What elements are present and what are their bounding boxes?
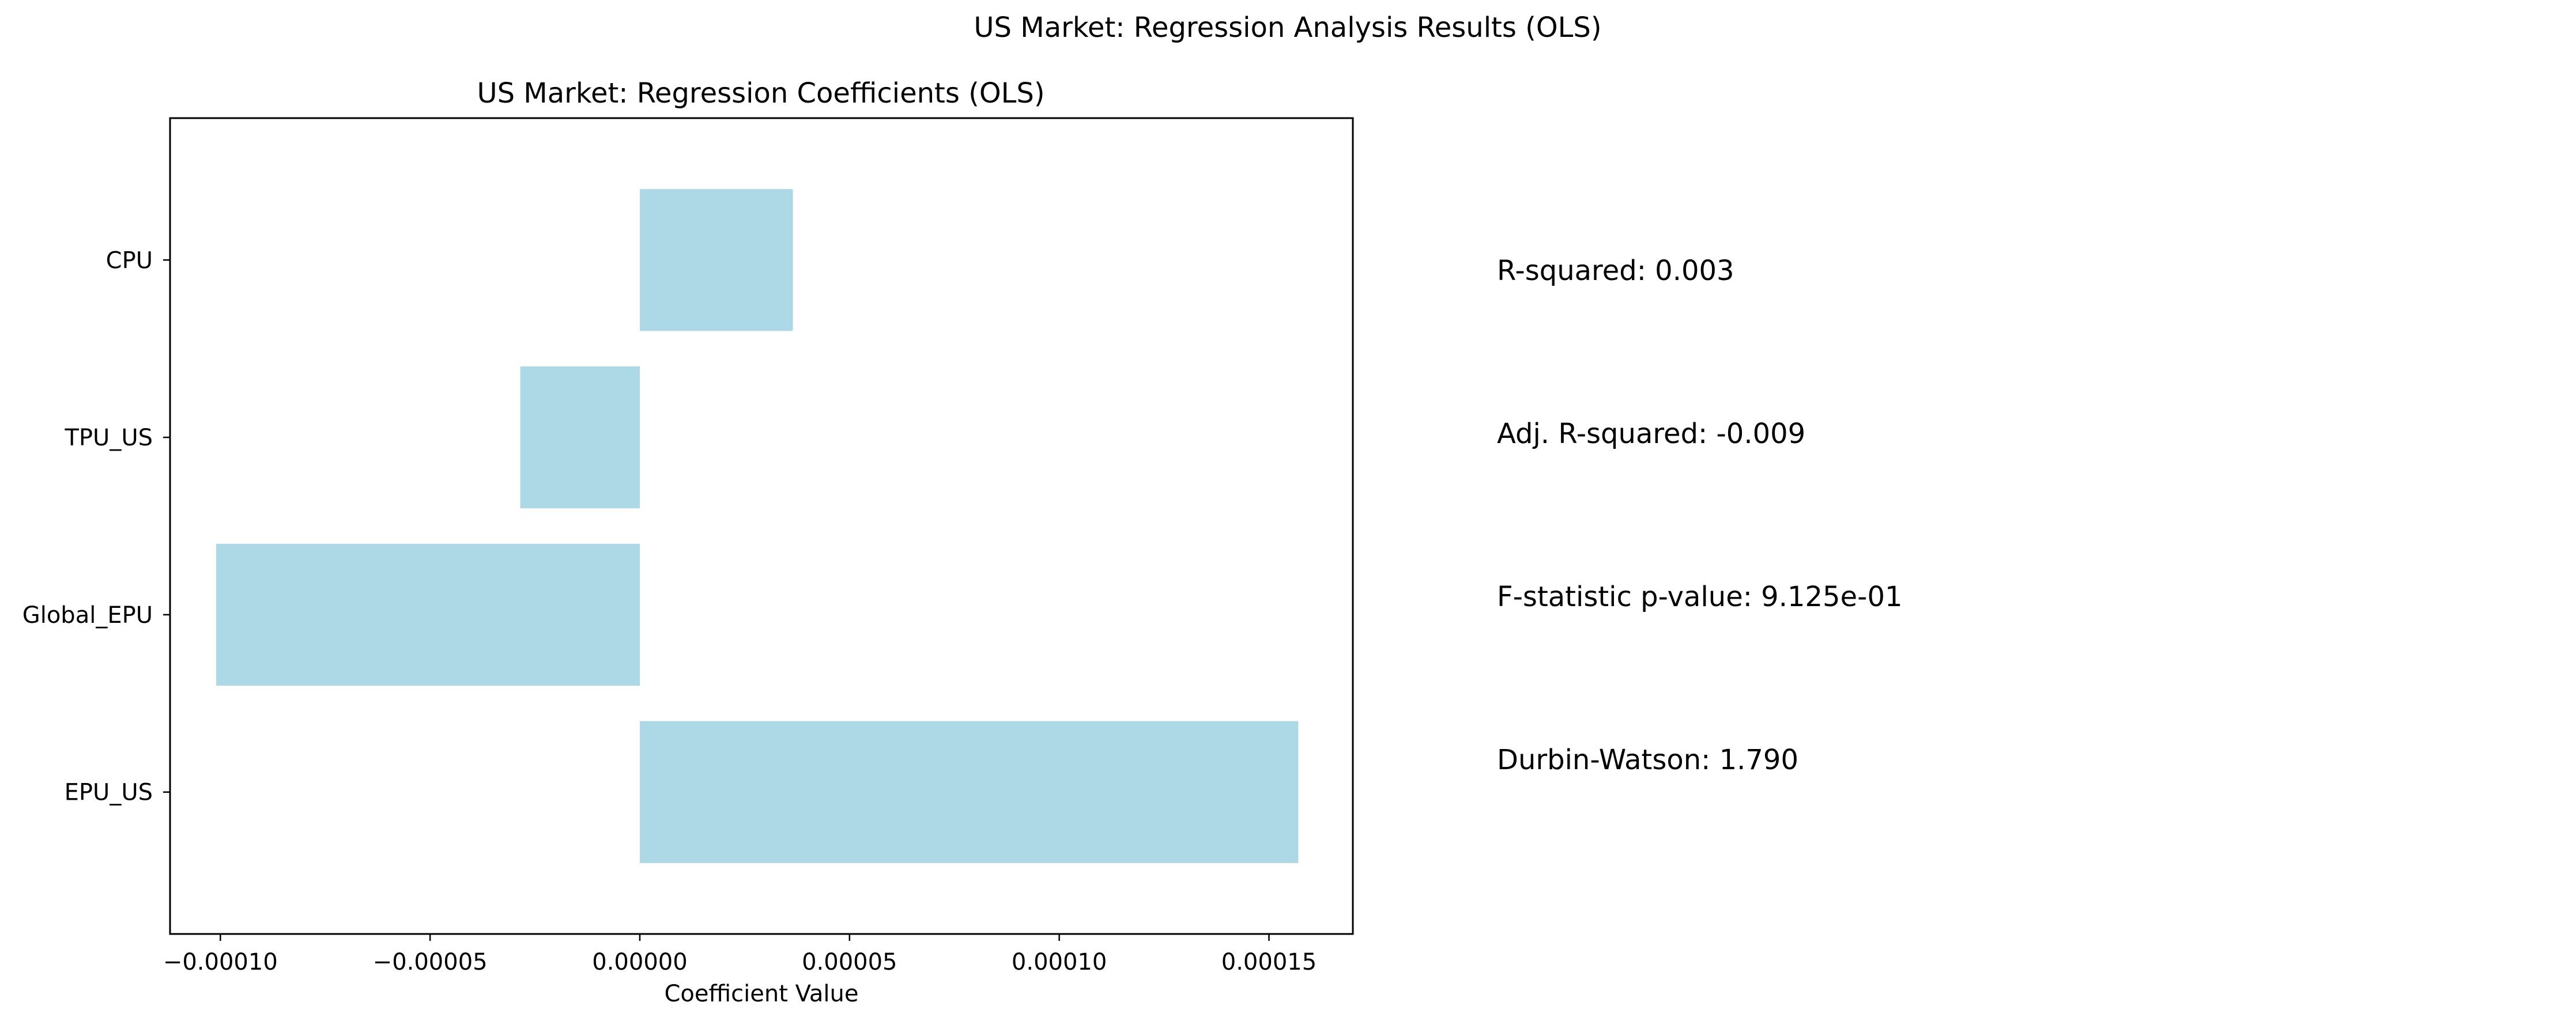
- y-tick-label: Global_EPU: [22, 602, 153, 629]
- y-tick-label: TPU_US: [65, 425, 153, 451]
- x-tick-label: 0.00005: [802, 949, 897, 975]
- stat-adj-r-squared: Adj. R-squared: -0.009: [1497, 418, 1805, 450]
- stat-f-pvalue: F-statistic p-value: 9.125e-01: [1497, 581, 1903, 613]
- bar-group: [216, 189, 1299, 863]
- y-tick-label: EPU_US: [65, 780, 153, 806]
- x-axis-ticks: −0.00010 −0.00005 0.00000 0.00005 0.00010 0.0…: [163, 934, 1317, 975]
- y-tick-label: CPU: [106, 247, 153, 274]
- stat-r-squared: R-squared: 0.003: [1497, 255, 1734, 287]
- axes-frame: [169, 117, 1354, 935]
- figure-suptitle: US Market: Regression Analysis Results (…: [974, 12, 1601, 44]
- stats-panel: R-squared: 0.003 Adj. R-squared: -0.009 …: [1497, 255, 1903, 776]
- bar-cpu: [639, 189, 793, 331]
- bar-global-epu: [216, 543, 640, 686]
- stat-durbin-watson: Durbin-Watson: 1.790: [1497, 744, 1798, 776]
- y-axis-ticks: EPU_US Global_EPU TPU_US CPU: [22, 247, 170, 806]
- x-tick-label: −0.00005: [373, 949, 488, 975]
- bar-tpu-us: [520, 366, 640, 509]
- x-tick-label: 0.00015: [1221, 949, 1317, 975]
- bar-epu-us: [639, 721, 1299, 863]
- coefficient-chart: US Market: Regression Coefficients (OLS)…: [22, 77, 1354, 1007]
- x-tick-label: 0.00010: [1012, 949, 1107, 975]
- x-axis-label: Coefficient Value: [665, 981, 859, 1007]
- chart-title: US Market: Regression Coefficients (OLS): [477, 77, 1044, 109]
- x-tick-label: −0.00010: [163, 949, 278, 975]
- x-tick-label: 0.00000: [592, 949, 687, 975]
